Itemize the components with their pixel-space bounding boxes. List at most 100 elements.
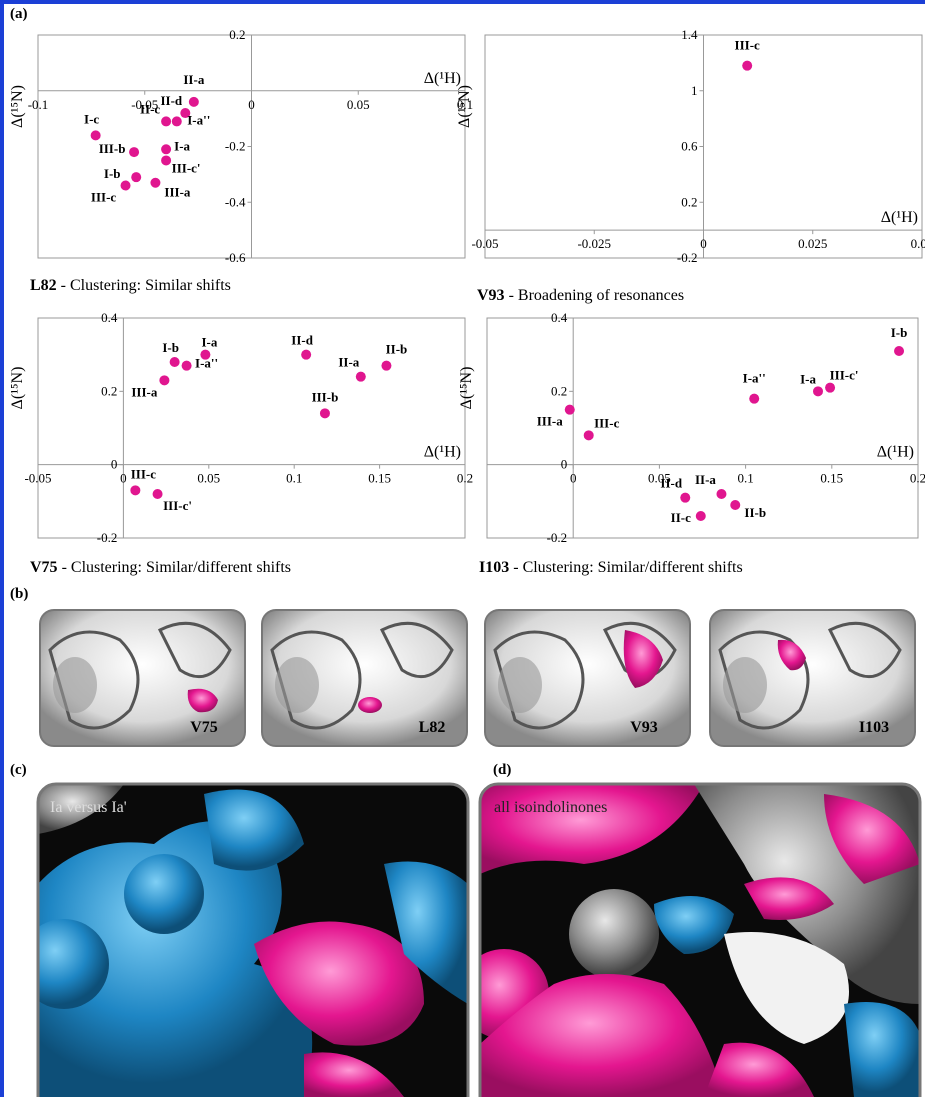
data-point	[680, 493, 690, 503]
y-axis-label: Δ(¹⁵N)	[9, 367, 26, 410]
point-label: I-a	[800, 371, 816, 386]
y-axis-label: Δ(¹⁵N)	[458, 367, 475, 410]
caption: V93 - Broadening of resonances	[477, 287, 684, 304]
view-caption: Ia versus Ia'	[50, 799, 127, 816]
point-label: I-b	[891, 325, 908, 340]
data-point	[825, 383, 835, 393]
scatter-chart: -0.05 0 0.05 0.1 0.15 0.2 0.4 0.2 0 -0.2 Δ(¹H) Δ(¹⁵…	[9, 310, 473, 576]
data-point	[894, 346, 904, 356]
data-point	[730, 500, 740, 510]
y-tick-label: 0.4	[551, 310, 568, 325]
point-label: II-d	[291, 333, 313, 348]
data-point	[813, 386, 823, 396]
point-label: I-c	[84, 111, 99, 126]
point-label: I-a''	[743, 371, 766, 386]
data-point	[161, 116, 171, 126]
surface-view	[19, 784, 468, 1097]
point-label: III-c	[91, 190, 117, 205]
point-label: III-b	[312, 389, 339, 404]
y-tick-label: 0.2	[551, 383, 567, 398]
x-tick-label: 0	[248, 97, 255, 112]
data-point	[131, 172, 141, 182]
point-label: II-a	[183, 72, 204, 87]
x-tick-label: 0.2	[457, 471, 473, 486]
surface-view	[459, 784, 920, 1097]
x-axis-label: Δ(¹H)	[881, 209, 918, 226]
point-label: I-b	[162, 340, 179, 355]
data-point	[170, 357, 180, 367]
y-tick-label: 0	[561, 457, 568, 472]
y-axis-label: Δ(¹⁵N)	[456, 85, 473, 128]
point-label: II-c	[140, 101, 160, 116]
data-point	[749, 394, 759, 404]
surface-label: V75	[190, 719, 218, 736]
point-label: III-a	[131, 384, 158, 399]
data-point	[161, 155, 171, 165]
point-label: II-c	[671, 510, 691, 525]
data-point	[153, 489, 163, 499]
x-tick-label: 0	[700, 236, 707, 251]
point-label: I-a	[174, 138, 190, 153]
x-tick-label: 0	[120, 471, 127, 486]
caption-residue: V93	[477, 287, 505, 304]
y-tick-label: 0.4	[101, 310, 118, 325]
y-axis-label: Δ(¹⁵N)	[9, 85, 26, 128]
data-point	[121, 181, 131, 191]
surface-label: I103	[859, 719, 889, 736]
surface-label: L82	[419, 719, 446, 736]
x-tick-label: -0.05	[471, 236, 498, 251]
data-point	[584, 430, 594, 440]
data-point	[91, 130, 101, 140]
y-tick-label: -0.6	[225, 250, 246, 265]
data-point	[129, 147, 139, 157]
x-axis-label: Δ(¹H)	[424, 70, 461, 87]
point-label: I-a''	[187, 112, 210, 127]
point-label: II-a	[338, 355, 359, 370]
figure-canvas: (a) (b) (c) (d) V75 L82 V93 I103 Ia vers…	[4, 4, 925, 1097]
caption: L82 - Clustering: Similar shifts	[30, 277, 231, 294]
data-point	[130, 485, 140, 495]
point-label: I-a''	[195, 356, 218, 371]
point-label: II-b	[744, 505, 766, 520]
figure: (a) (b) (c) (d) V75 L82 V93 I103 Ia vers…	[0, 0, 925, 1097]
caption-residue: L82	[30, 277, 57, 294]
panel-label: (c)	[10, 762, 27, 778]
caption-residue: I103	[479, 559, 509, 576]
x-axis-label: Δ(¹H)	[424, 444, 461, 461]
point-label: II-d	[160, 93, 182, 108]
y-tick-label: 0.6	[681, 139, 698, 154]
caption-text: - Clustering: Similar/different shifts	[513, 559, 742, 576]
x-tick-label: 0.15	[368, 471, 391, 486]
y-tick-label: -0.2	[97, 530, 118, 545]
x-tick-label: 0.05	[347, 97, 370, 112]
x-tick-label: 0.05	[197, 471, 220, 486]
data-point	[742, 61, 752, 71]
data-point	[320, 408, 330, 418]
point-label: III-c	[594, 415, 620, 430]
panel-label: (b)	[10, 586, 28, 602]
data-point	[161, 144, 171, 154]
data-point	[356, 372, 366, 382]
x-tick-label: 0.2	[910, 471, 925, 486]
x-tick-label: -0.05	[24, 471, 51, 486]
point-label: II-d	[660, 476, 682, 491]
point-label: II-b	[386, 342, 408, 357]
point-label: I-a	[201, 335, 217, 350]
data-point	[381, 361, 391, 371]
y-tick-label: 0	[111, 457, 118, 472]
point-label: I-b	[104, 166, 121, 181]
data-point	[189, 97, 199, 107]
point-label: II-a	[695, 472, 716, 487]
surface-label: V93	[630, 719, 658, 736]
scatter-chart: -0.05-0.02500.0250.051.410.60.2-0.2Δ(¹H)…	[456, 27, 925, 304]
data-point	[565, 405, 575, 415]
data-point	[696, 511, 706, 521]
data-point	[716, 489, 726, 499]
x-axis-label: Δ(¹H)	[877, 444, 914, 461]
y-tick-label: 1.4	[681, 27, 698, 42]
x-tick-label: 0.05	[911, 236, 925, 251]
x-tick-label: 0.1	[286, 471, 302, 486]
y-tick-label: 0.2	[101, 383, 117, 398]
caption-text: - Clustering: Similar shifts	[61, 277, 231, 294]
